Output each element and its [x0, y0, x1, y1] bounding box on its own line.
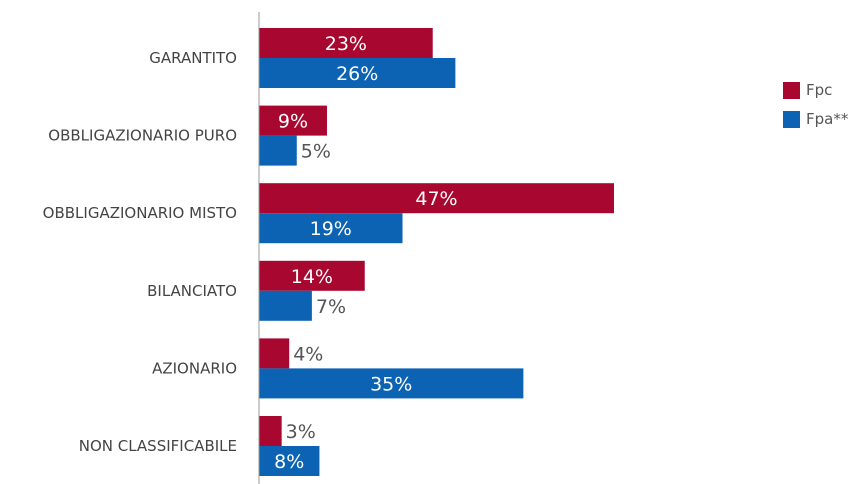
category-label: GARANTITO [149, 49, 237, 67]
bar-fpa[interactable] [259, 290, 312, 321]
category-label: AZIONARIO [152, 359, 237, 377]
bar-fpc[interactable] [259, 28, 433, 58]
bar-fpc[interactable] [259, 183, 614, 214]
data-label: 14% [291, 266, 333, 288]
data-label: 47% [415, 188, 457, 210]
bar-fpa[interactable] [259, 58, 456, 88]
bar-fpa[interactable] [259, 213, 403, 244]
data-label: 23% [325, 33, 367, 55]
legend-item-fpa[interactable]: Fpa** [783, 109, 848, 129]
legend-swatch-fpc [783, 81, 800, 99]
data-label: 8% [274, 451, 304, 473]
data-label: 26% [336, 63, 378, 85]
bar-fpc[interactable] [259, 260, 365, 291]
bars-layer [259, 28, 614, 476]
data-label: 4% [293, 343, 323, 365]
category-label: NON CLASSIFICABILE [79, 437, 237, 455]
data-label: 3% [286, 421, 316, 443]
data-label: 19% [310, 218, 352, 240]
bar-fpc[interactable] [259, 105, 327, 136]
bar-fpa[interactable] [259, 446, 320, 476]
bar-fpa[interactable] [259, 135, 297, 166]
data-label: 7% [316, 296, 346, 318]
category-label: OBBLIGAZIONARIO PURO [48, 127, 237, 145]
data-label: 5% [301, 141, 331, 163]
data-label: 35% [370, 373, 412, 395]
bar-fpa[interactable] [259, 368, 524, 399]
bar-fpc[interactable] [259, 338, 290, 369]
data-label: 9% [278, 111, 308, 133]
legend-label-fpc: Fpc [806, 81, 833, 99]
legend-item-fpc[interactable]: Fpc [783, 80, 848, 100]
category-label: OBBLIGAZIONARIO MISTO [43, 204, 237, 222]
legend: Fpc Fpa** [783, 80, 848, 138]
bar-fpc[interactable] [259, 416, 282, 446]
legend-swatch-fpa [783, 110, 800, 128]
labels-layer: GARANTITO 23% 26% OBBLIGAZIONARIO PURO 9% 5% O… [43, 33, 458, 473]
category-label: BILANCIATO [147, 282, 237, 300]
legend-label-fpa: Fpa** [806, 110, 849, 128]
